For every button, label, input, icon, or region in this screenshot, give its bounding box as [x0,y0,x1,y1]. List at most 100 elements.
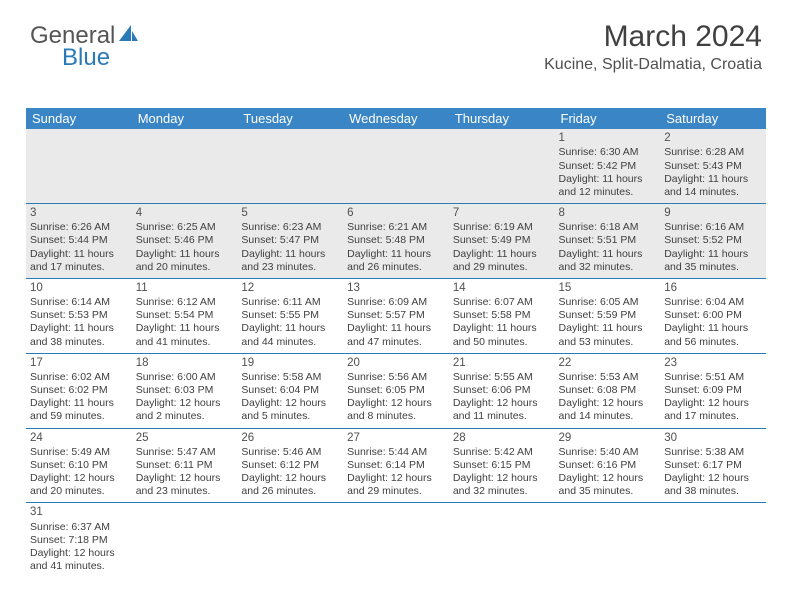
sun-info-line: Sunset: 6:03 PM [136,384,234,397]
sun-info-line: Sunset: 6:16 PM [559,459,657,472]
day-number: 28 [453,431,551,445]
calendar-day-cell: 26Sunrise: 5:46 AMSunset: 6:12 PMDayligh… [237,428,343,503]
header-right: March 2024 Kucine, Split-Dalmatia, Croat… [544,20,762,74]
calendar-day-cell: 16Sunrise: 6:04 AMSunset: 6:00 PMDayligh… [660,278,766,353]
sun-info-line: and 11 minutes. [453,410,551,423]
day-number: 26 [241,431,339,445]
calendar-day-cell: 15Sunrise: 6:05 AMSunset: 5:59 PMDayligh… [555,278,661,353]
sun-info-line: and 17 minutes. [664,410,762,423]
logo-text-blue: Blue [62,44,110,72]
sun-info-line: Sunset: 5:48 PM [347,234,445,247]
sun-info-line: and 47 minutes. [347,336,445,349]
sun-info-line: Sunset: 6:14 PM [347,459,445,472]
sun-info-line: Sunrise: 6:12 AM [136,296,234,309]
weekday-header: Sunday [26,108,132,129]
sun-info-line: Sunrise: 6:07 AM [453,296,551,309]
day-number: 19 [241,356,339,370]
calendar-day-cell: 9Sunrise: 6:16 AMSunset: 5:52 PMDaylight… [660,203,766,278]
day-number: 17 [30,356,128,370]
sun-info-line: Sunrise: 6:09 AM [347,296,445,309]
weekday-header: Saturday [660,108,766,129]
sun-info-line: Sunrise: 6:28 AM [664,146,762,159]
calendar-day-cell: 1Sunrise: 6:30 AMSunset: 5:42 PMDaylight… [555,129,661,203]
day-number: 29 [559,431,657,445]
sun-info-line: and 26 minutes. [241,485,339,498]
sun-info-line: and 53 minutes. [559,336,657,349]
calendar-day-cell: 8Sunrise: 6:18 AMSunset: 5:51 PMDaylight… [555,203,661,278]
day-number: 1 [559,131,657,145]
calendar-week-row: 24Sunrise: 5:49 AMSunset: 6:10 PMDayligh… [26,428,766,503]
sun-info-line: and 32 minutes. [453,485,551,498]
sun-info-line: Sunrise: 5:38 AM [664,446,762,459]
weekday-header: Wednesday [343,108,449,129]
calendar-day-cell: 29Sunrise: 5:40 AMSunset: 6:16 PMDayligh… [555,428,661,503]
sun-info-line: Sunset: 5:59 PM [559,309,657,322]
day-number: 10 [30,281,128,295]
sun-info-line: Sunset: 5:44 PM [30,234,128,247]
calendar-day-cell: 28Sunrise: 5:42 AMSunset: 6:15 PMDayligh… [449,428,555,503]
sun-info-line: Sunrise: 6:21 AM [347,221,445,234]
sun-info-line: Daylight: 12 hours [453,397,551,410]
sun-info-line: and 35 minutes. [664,261,762,274]
sun-info-line: Sunrise: 5:55 AM [453,371,551,384]
calendar-day-cell: 21Sunrise: 5:55 AMSunset: 6:06 PMDayligh… [449,353,555,428]
calendar-day-cell: 30Sunrise: 5:38 AMSunset: 6:17 PMDayligh… [660,428,766,503]
sun-info-line: Sunrise: 6:02 AM [30,371,128,384]
calendar-week-row: 17Sunrise: 6:02 AMSunset: 6:02 PM Dayligh… [26,353,766,428]
sun-info-line: Sunrise: 6:05 AM [559,296,657,309]
sun-info-line: Sunrise: 6:18 AM [559,221,657,234]
sun-info-line: Sunrise: 6:14 AM [30,296,128,309]
sun-info-line: Sunrise: 6:04 AM [664,296,762,309]
sun-info-line: and 20 minutes. [136,261,234,274]
sun-info-line: Sunset: 6:04 PM [241,384,339,397]
calendar-day-cell: 5Sunrise: 6:23 AMSunset: 5:47 PMDaylight… [237,203,343,278]
sun-info-line: Daylight: 11 hours [241,322,339,335]
sun-info-line: Daylight: 12 hours [241,472,339,485]
sun-info-line: Sunset: 5:53 PM [30,309,128,322]
day-number: 22 [559,356,657,370]
weekday-header: Monday [132,108,238,129]
sun-info-line: and 38 minutes. [664,485,762,498]
sun-info-line: Daylight: 12 hours [664,472,762,485]
sun-info-line: Daylight: 11 hours [136,322,234,335]
sun-info-line: Sunset: 5:47 PM [241,234,339,247]
sun-info-line: Daylight: 11 hours [30,248,128,261]
sun-info-line: Sunrise: 6:26 AM [30,221,128,234]
day-number: 31 [30,505,128,519]
sun-info-line: and 5 minutes. [241,410,339,423]
weekday-header: Friday [555,108,661,129]
calendar-week-row: 3Sunrise: 6:26 AMSunset: 5:44 PMDaylight… [26,203,766,278]
sun-info-line: and 38 minutes. [30,336,128,349]
sun-info-line: and 56 minutes. [664,336,762,349]
calendar-day-cell: 23Sunrise: 5:51 AMSunset: 6:09 PMDayligh… [660,353,766,428]
calendar-day-cell: 7Sunrise: 6:19 AMSunset: 5:49 PMDaylight… [449,203,555,278]
sun-info-line: Sunset: 6:05 PM [347,384,445,397]
sun-info-line: Daylight: 11 hours [664,248,762,261]
month-title: March 2024 [544,20,762,54]
calendar-day-cell [26,129,132,203]
calendar-day-cell: 4Sunrise: 6:25 AMSunset: 5:46 PMDaylight… [132,203,238,278]
sun-info-line: Daylight: 11 hours [347,248,445,261]
calendar-day-cell [343,503,449,577]
day-number: 7 [453,206,551,220]
sun-info-line: Daylight: 11 hours [30,322,128,335]
calendar-day-cell [343,129,449,203]
day-number: 4 [136,206,234,220]
day-number: 30 [664,431,762,445]
sun-info-line: Sunset: 6:08 PM [559,384,657,397]
sun-info-line: Daylight: 12 hours [347,397,445,410]
day-number: 13 [347,281,445,295]
calendar-day-cell [660,503,766,577]
sun-info-line: Sunset: 6:02 PM [30,384,128,397]
sun-info-line: and 44 minutes. [241,336,339,349]
calendar-day-cell: 10Sunrise: 6:14 AMSunset: 5:53 PMDayligh… [26,278,132,353]
calendar-day-cell: 3Sunrise: 6:26 AMSunset: 5:44 PMDaylight… [26,203,132,278]
logo-sail-icon [117,22,139,50]
sun-info-line: Sunset: 6:12 PM [241,459,339,472]
calendar-day-cell [449,129,555,203]
sun-info-line: Sunrise: 5:44 AM [347,446,445,459]
sun-info-line: Sunset: 5:51 PM [559,234,657,247]
sun-info-line: Sunset: 6:17 PM [664,459,762,472]
calendar-day-cell: 19Sunrise: 5:58 AMSunset: 6:04 PMDayligh… [237,353,343,428]
sun-info-line: Daylight: 12 hours [136,397,234,410]
